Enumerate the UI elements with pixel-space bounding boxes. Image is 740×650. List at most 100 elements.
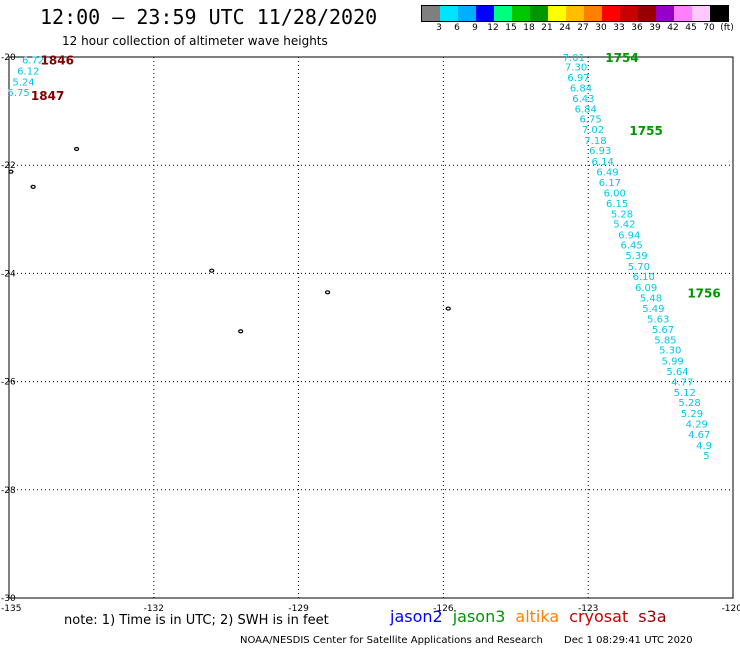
- swh-label: 4.67: [688, 430, 710, 441]
- mission-label-altika: altika: [515, 607, 560, 626]
- legend-swatch: [692, 6, 710, 21]
- island-marker: [238, 329, 244, 334]
- legend-label: 21: [541, 23, 553, 33]
- legend-label: 12: [487, 23, 499, 33]
- mission-legend: jason2 jason3 altika cryosat s3a: [390, 607, 677, 626]
- legend-swatch: [710, 6, 728, 21]
- swh-label: 5.28: [611, 209, 633, 220]
- color-legend: 3 6 9 12 15 18 21 24 27 30 33 36 39 42 45 70 (ft): [421, 5, 734, 34]
- legend-label: 15: [505, 23, 517, 33]
- swh-label: 6.75: [579, 115, 601, 126]
- lat-tick-label: -22: [1, 161, 16, 171]
- swh-label: 6.97: [567, 73, 589, 84]
- swh-label: 5.30: [659, 346, 681, 357]
- lon-tick-label: -120: [722, 604, 740, 614]
- swh-label: 5.12: [674, 388, 696, 399]
- mission-label-jason2: jason2: [390, 607, 443, 626]
- legend-swatch: [656, 6, 674, 21]
- swh-label: 6.15: [606, 199, 628, 210]
- island-marker: [8, 169, 14, 174]
- lat-tick-label: -30: [1, 594, 16, 604]
- swh-label: 5.39: [625, 251, 647, 262]
- swh-label: 6.94: [618, 230, 640, 241]
- legend-label: 39: [649, 23, 661, 33]
- swh-label: 5.64: [666, 367, 688, 378]
- island-marker: [73, 146, 80, 152]
- legend-label: 18: [523, 23, 535, 33]
- legend-swatch: [530, 6, 548, 21]
- legend-swatch: [494, 6, 512, 21]
- time-label: 1754: [605, 51, 638, 65]
- island-marker: [445, 306, 451, 311]
- lon-tick-label: -126: [433, 604, 454, 614]
- swh-label: 7.30: [565, 63, 587, 74]
- swh-label: 5.49: [642, 304, 664, 315]
- lat-tick-label: -24: [1, 269, 16, 279]
- swh-label: 6.12: [17, 67, 39, 78]
- legend-swatch: [458, 6, 476, 21]
- swh-label: 4.9: [696, 441, 712, 452]
- legend-unit: (ft): [720, 23, 734, 33]
- legend-swatch: [512, 6, 530, 21]
- swh-label: 6.00: [604, 188, 626, 199]
- swh-label: 6.14: [592, 157, 614, 168]
- swh-label: 4.29: [686, 419, 708, 430]
- swh-label: 5.63: [647, 314, 669, 325]
- time-label: 1756: [687, 286, 720, 300]
- credit-text: NOAA/NESDIS Center for Satellite Applica…: [240, 635, 543, 646]
- lat-tick-label: -20: [1, 53, 16, 63]
- legend-swatch: [620, 6, 638, 21]
- mission-label-jason3: jason3: [452, 607, 506, 626]
- legend-swatch: [548, 6, 566, 21]
- legend-label: 27: [577, 23, 589, 33]
- legend-label: 24: [559, 23, 571, 33]
- legend-swatch: [440, 6, 458, 21]
- swh-label: 6.10: [633, 272, 655, 283]
- swh-label: 7.02: [582, 125, 604, 136]
- swh-label: 6.43: [572, 94, 594, 105]
- swh-label: 6.93: [589, 146, 611, 157]
- legend-swatch: [674, 6, 692, 21]
- swh-label: 4.77: [671, 378, 693, 389]
- time-label: 1846: [41, 54, 74, 68]
- swh-label: 5.70: [628, 262, 650, 273]
- legend-swatch: [602, 6, 620, 21]
- swh-label: 7.01: [563, 53, 585, 64]
- lon-tick-label: -135: [1, 604, 21, 614]
- island-marker: [30, 184, 36, 189]
- swh-label: 5.28: [678, 398, 700, 409]
- legend-label: 42: [667, 23, 679, 33]
- swh-label: 5.24: [12, 77, 34, 88]
- legend-label: 30: [595, 23, 607, 33]
- legend-label: 36: [631, 23, 643, 33]
- legend-swatch: [566, 6, 584, 21]
- swh-label: 6.72: [22, 56, 44, 67]
- lon-tick-label: -132: [144, 604, 164, 614]
- swh-label: 5.48: [640, 294, 662, 305]
- legend-swatch: [638, 6, 656, 21]
- legend-label: 3: [436, 23, 442, 33]
- map-title: 12:00 – 23:59 UTC 11/28/2020: [40, 5, 378, 29]
- lon-tick-label: -123: [578, 604, 598, 614]
- legend-label: 45: [685, 23, 697, 33]
- legend-label: 70: [703, 23, 715, 33]
- legend-label: 9: [472, 23, 478, 33]
- map-frame: [8, 56, 734, 599]
- legend-labels: 3 6 9 12 15 18 21 24 27 30 33 36 39 42 45 70 (ft): [421, 22, 734, 34]
- legend-label: 33: [613, 23, 625, 33]
- island-marker: [209, 268, 215, 273]
- footer-credit: NOAA/NESDIS Center for Satellite Applica…: [240, 635, 711, 646]
- swh-label: 5.29: [681, 409, 703, 420]
- swh-label: 6.45: [621, 241, 643, 252]
- swh-label: 5.42: [613, 220, 635, 231]
- swh-label: 6.84: [575, 104, 597, 115]
- swh-label: 7.18: [584, 136, 606, 147]
- time-label: 1847: [31, 89, 64, 103]
- timestamp-text: Dec 1 08:29:41 UTC 2020: [564, 635, 693, 646]
- legend-swatch: [476, 6, 494, 21]
- island-marker: [324, 290, 331, 295]
- swh-label: 5.67: [652, 325, 674, 336]
- mission-label-cryosat: cryosat: [569, 607, 629, 626]
- swh-label: 5.75: [8, 88, 30, 99]
